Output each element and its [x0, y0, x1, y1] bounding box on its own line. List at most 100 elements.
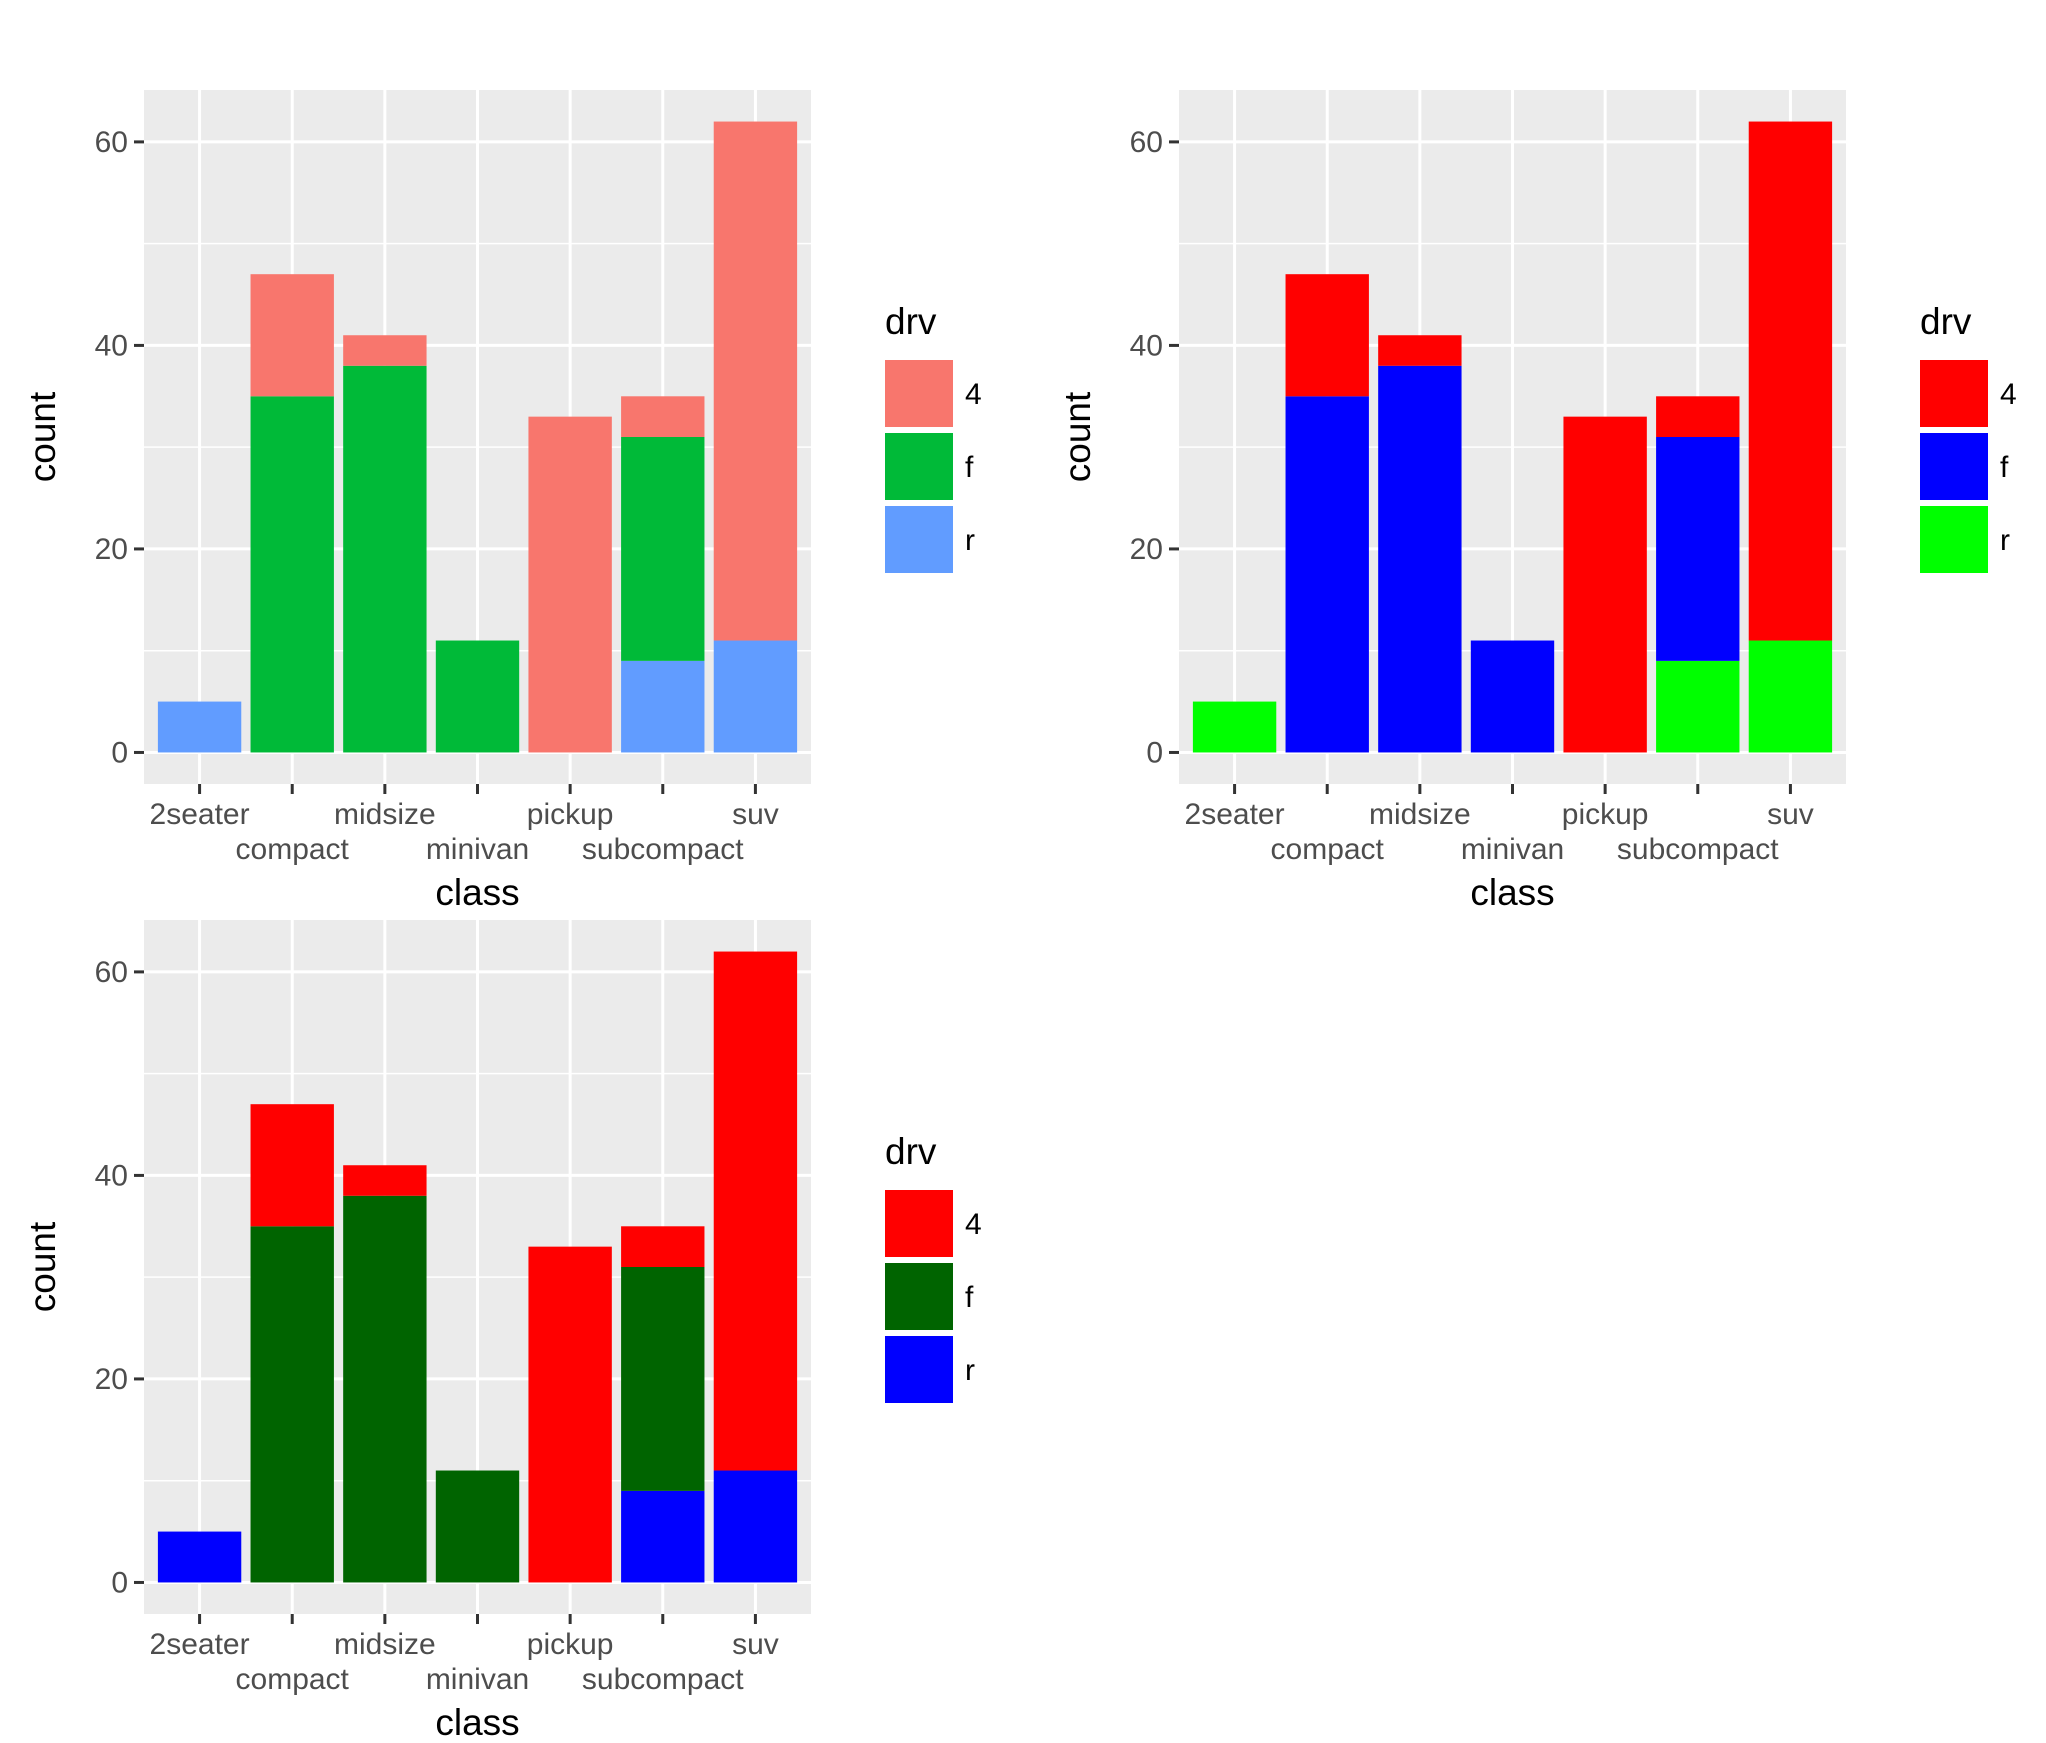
bar-segment-subcompact-f: [1656, 437, 1740, 661]
panel-2: 0 20 40 60 2seatercompactmidsizeminivanpicku…: [1057, 90, 2017, 913]
x-tick-label: minivan: [426, 833, 529, 866]
y-tick-label: 60: [95, 126, 128, 159]
bar-segment-suv-r: [1748, 640, 1833, 753]
bar-segment-midsize-4: [1378, 335, 1462, 366]
bar-segment-subcompact-4: [621, 1226, 705, 1267]
bar-segment-suv-r: [713, 1470, 798, 1583]
y-axis-title: count: [22, 391, 63, 482]
y-tick-label: 0: [111, 736, 128, 769]
legend-key-r: [885, 506, 953, 573]
y-tick-label: 0: [1146, 736, 1163, 769]
bar-segment-subcompact-r: [621, 660, 705, 753]
bar-segment-minivan-f: [435, 640, 520, 753]
legend-key-f: [885, 1263, 953, 1330]
x-tick-label: suv: [1767, 798, 1814, 831]
x-tick-label: 2seater: [1185, 798, 1285, 831]
bar-segment-midsize-4: [343, 1165, 427, 1196]
legend-key-4: [1920, 360, 1988, 427]
x-tick-label: pickup: [1562, 798, 1649, 831]
bar-segment-midsize-f: [343, 365, 427, 753]
bar-segment-pickup-4: [528, 416, 612, 753]
y-tick-label: 20: [95, 533, 128, 566]
bar-segment-midsize-f: [1378, 365, 1462, 753]
legend-label: r: [2000, 524, 2010, 557]
y-axis-title: count: [22, 1221, 63, 1312]
legend-key-f: [885, 433, 953, 500]
bar-segment-suv-4: [713, 121, 798, 641]
x-tick-label: subcompact: [582, 1663, 744, 1696]
y-tick-label: 40: [1130, 329, 1163, 362]
y-tick-label: 60: [95, 956, 128, 989]
y-tick-label: 20: [1130, 533, 1163, 566]
legend-key-r: [1920, 506, 1988, 573]
legend-label: r: [965, 524, 975, 557]
bar-segment-compact-f: [250, 1226, 334, 1583]
legend-key-4: [885, 1190, 953, 1257]
x-tick-label: suv: [732, 798, 779, 831]
x-tick-label: compact: [236, 1663, 350, 1696]
bar-segment-suv-r: [713, 640, 798, 753]
bar-segment-subcompact-r: [621, 1490, 705, 1583]
bar-segment-compact-f: [250, 396, 334, 753]
legend-label: 4: [965, 378, 982, 411]
bar-segment-midsize-f: [343, 1195, 427, 1583]
panel-3: 0 20 40 60 2seatercompactmidsizeminivanpicku…: [22, 920, 982, 1743]
bar-segment-subcompact-r: [1656, 660, 1740, 753]
bar-segment-suv-4: [713, 951, 798, 1471]
x-tick-label: compact: [236, 833, 350, 866]
bar-segment-pickup-4: [528, 1246, 612, 1583]
legend-label: f: [2000, 451, 2009, 484]
bar-segment-pickup-4: [1563, 416, 1647, 753]
x-tick-label: compact: [1271, 833, 1385, 866]
bar-segment-subcompact-4: [1656, 396, 1740, 437]
legend-key-f: [1920, 433, 1988, 500]
x-tick-label: pickup: [527, 1628, 614, 1661]
x-axis-title: class: [435, 872, 519, 913]
panel-1: 0 20 40 60 2seatercompactmidsizeminivanpicku…: [22, 90, 982, 913]
x-axis-title: class: [435, 1702, 519, 1743]
y-tick-label: 40: [95, 1159, 128, 1192]
x-tick-label: midsize: [1369, 798, 1471, 831]
x-tick-label: subcompact: [1617, 833, 1779, 866]
y-tick-label: 60: [1130, 126, 1163, 159]
bar-segment-suv-4: [1748, 121, 1833, 641]
legend-label: r: [965, 1354, 975, 1387]
bar-segment-2seater-r: [157, 1531, 242, 1583]
x-tick-label: suv: [732, 1628, 779, 1661]
bar-segment-minivan-f: [435, 1470, 520, 1583]
bar-segment-compact-f: [1285, 396, 1369, 753]
x-tick-label: 2seater: [150, 798, 250, 831]
x-tick-label: minivan: [1461, 833, 1564, 866]
bar-segment-compact-4: [1285, 274, 1369, 397]
legend-label: 4: [965, 1208, 982, 1241]
legend-key-r: [885, 1336, 953, 1403]
y-tick-label: 0: [111, 1566, 128, 1599]
legend-label: 4: [2000, 378, 2017, 411]
bar-segment-minivan-f: [1470, 640, 1555, 753]
x-tick-label: minivan: [426, 1663, 529, 1696]
legend-label: f: [965, 451, 974, 484]
x-tick-label: pickup: [527, 798, 614, 831]
x-tick-label: 2seater: [150, 1628, 250, 1661]
legend-title: drv: [1920, 301, 1972, 342]
y-axis-title: count: [1057, 391, 1098, 482]
bar-segment-subcompact-f: [621, 437, 705, 661]
legend-label: f: [965, 1281, 974, 1314]
bar-segment-compact-4: [250, 1104, 334, 1227]
x-tick-label: midsize: [334, 1628, 436, 1661]
legend-title: drv: [885, 301, 937, 342]
bar-segment-subcompact-4: [621, 396, 705, 437]
bar-segment-2seater-r: [1192, 701, 1277, 753]
bar-segment-midsize-4: [343, 335, 427, 366]
bar-segment-2seater-r: [157, 701, 242, 753]
bar-segment-compact-4: [250, 274, 334, 397]
y-tick-label: 20: [95, 1363, 128, 1396]
x-tick-label: midsize: [334, 798, 436, 831]
bar-segment-subcompact-f: [621, 1267, 705, 1491]
legend-key-4: [885, 360, 953, 427]
x-tick-label: subcompact: [582, 833, 744, 866]
y-tick-label: 40: [95, 329, 128, 362]
x-axis-title: class: [1470, 872, 1554, 913]
legend-title: drv: [885, 1131, 937, 1172]
